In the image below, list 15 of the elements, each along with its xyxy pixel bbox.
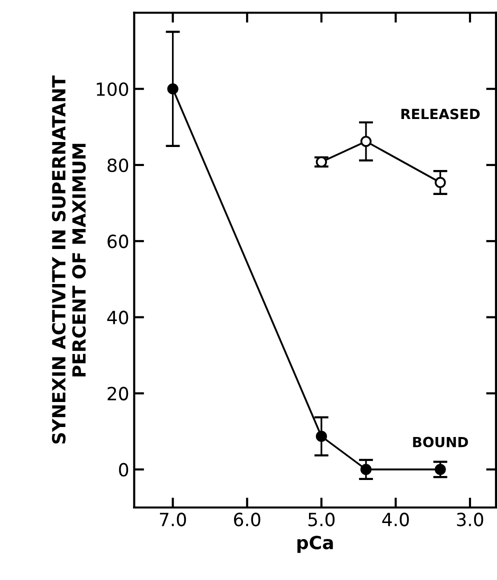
series-label: BOUND — [413, 436, 468, 448]
x-tick-label: 5.0 — [308, 512, 335, 526]
x-tick-label: 7.0 — [160, 512, 186, 526]
x-tick-label: 3.0 — [457, 512, 484, 526]
y-tick-label: 40 — [107, 310, 128, 324]
y-tick-label: 20 — [108, 386, 128, 400]
y-tick-label: 80 — [108, 158, 128, 172]
x-tick-label: 4.0 — [382, 512, 409, 526]
y-tick-label: 60 — [108, 234, 128, 248]
x-axis-title: pCa — [297, 536, 333, 553]
y-tick-label: 0 — [119, 462, 128, 477]
y-tick-label: 100 — [96, 82, 128, 96]
x-tick-label: 6.0 — [234, 512, 260, 526]
text: RELEASED — [401, 108, 480, 120]
y-axis-title: SYNEXIN ACTIVITY IN SUPERNATANT PERCENT OF MAXIMUM — [52, 76, 86, 444]
